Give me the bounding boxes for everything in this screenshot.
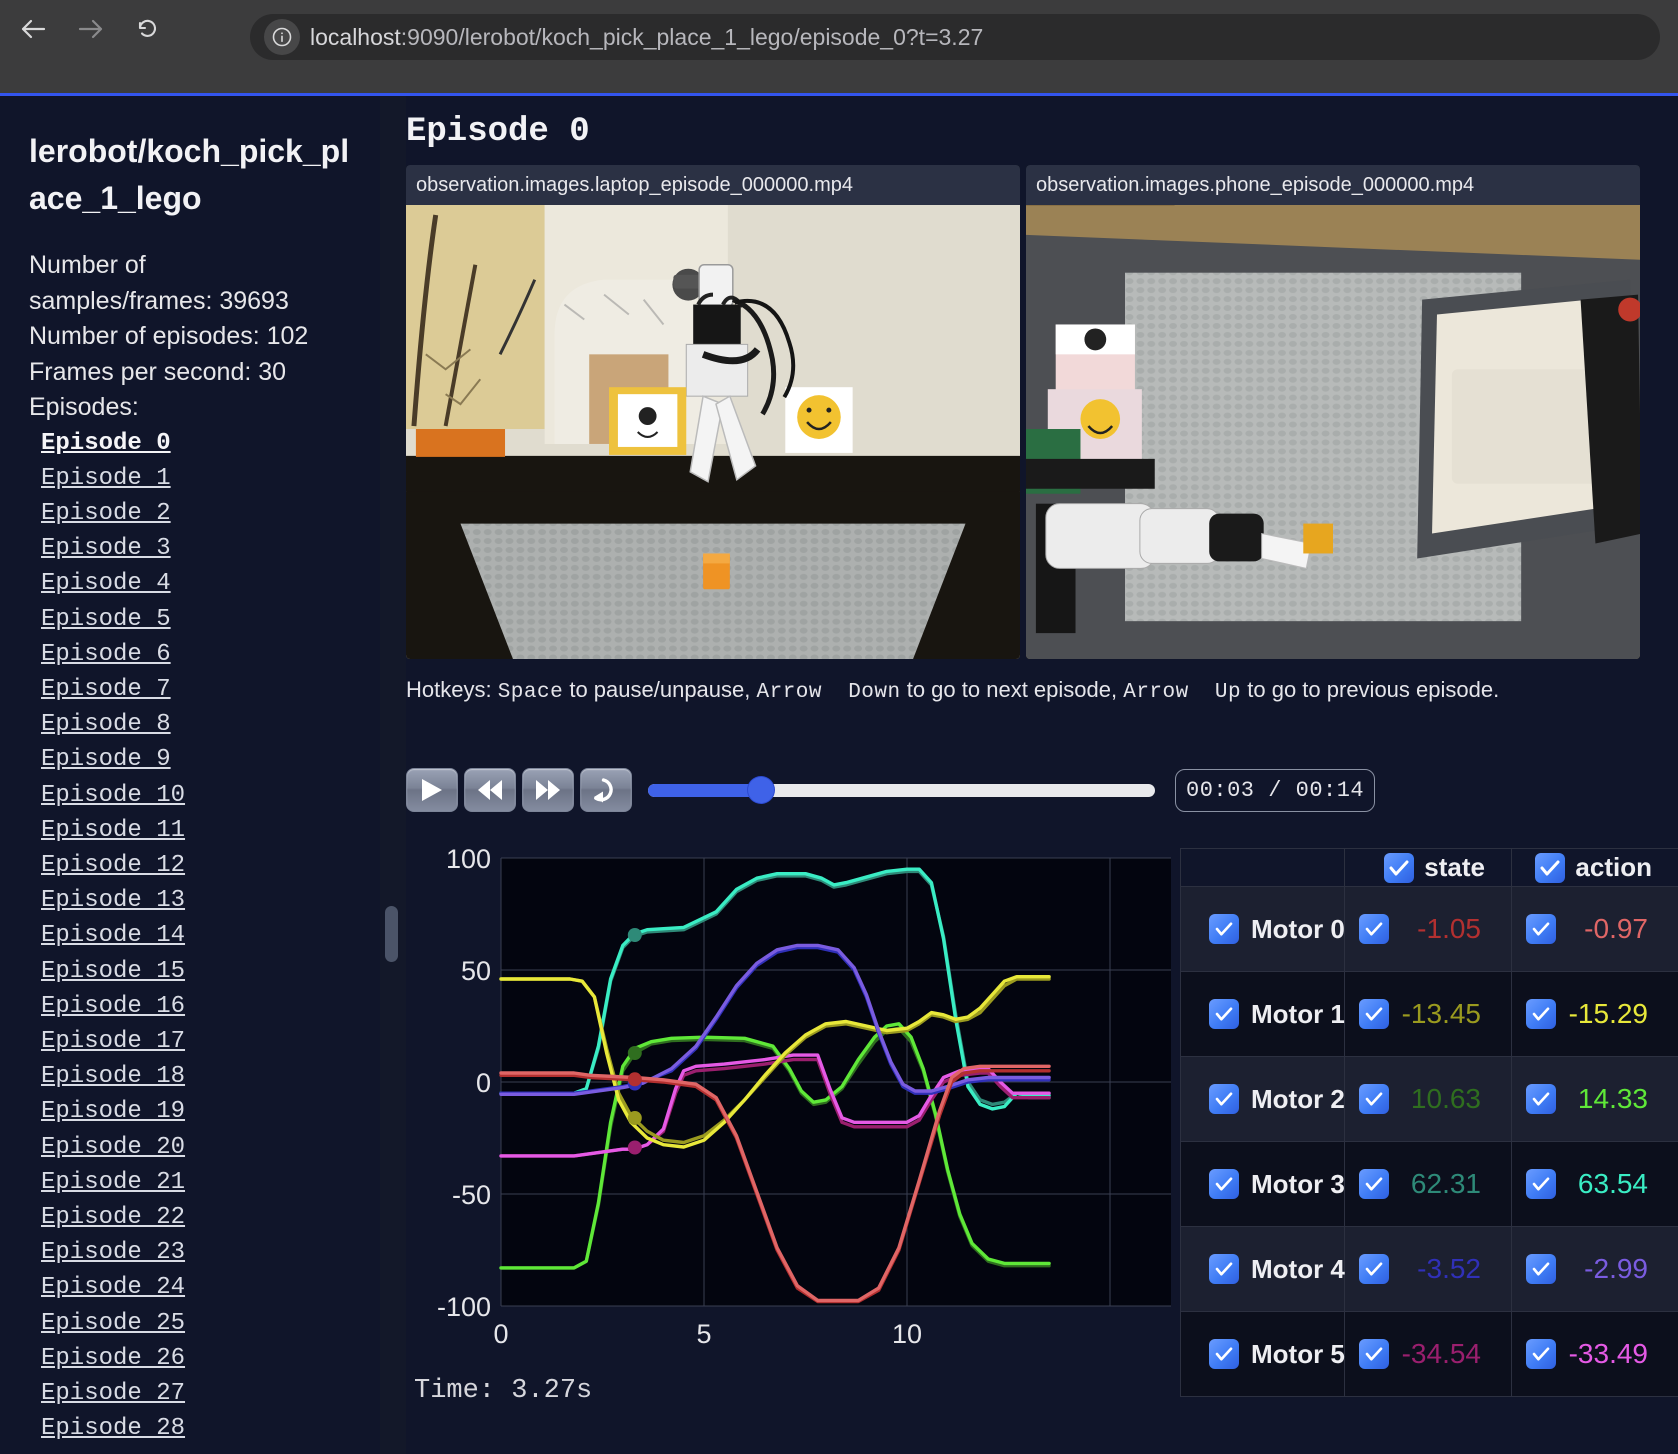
svg-text:0: 0 xyxy=(476,1068,491,1098)
svg-text:-100: -100 xyxy=(437,1292,491,1322)
svg-text:5: 5 xyxy=(696,1319,711,1349)
svg-text:10: 10 xyxy=(892,1319,922,1349)
svg-text:0: 0 xyxy=(493,1319,508,1349)
svg-text:50: 50 xyxy=(461,956,491,986)
svg-text:-50: -50 xyxy=(452,1180,491,1210)
svg-text:100: 100 xyxy=(446,844,491,874)
